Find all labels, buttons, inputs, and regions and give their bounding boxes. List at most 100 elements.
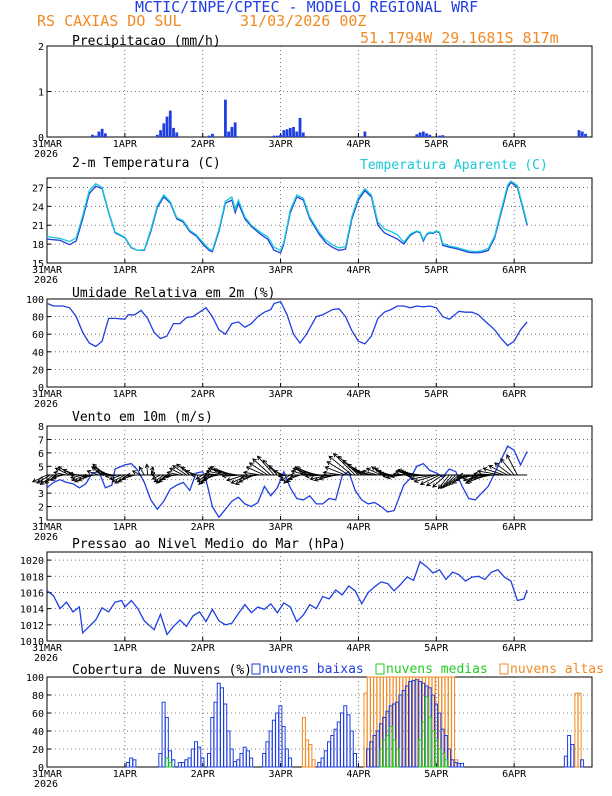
wind-arrow-head [467, 478, 472, 483]
pressure-xtick-label: 6APR [502, 643, 527, 654]
precip-bar [298, 117, 302, 137]
wind-arrow [414, 474, 437, 483]
wind-arrow-head [324, 466, 330, 471]
cloud-bar-blue [563, 755, 568, 768]
cloud-bar-blue [271, 719, 276, 768]
wind-arrow-head [158, 478, 163, 483]
wind-arrow-head [44, 479, 50, 484]
pressure-xstart-label: 31MAR [32, 643, 63, 654]
cloud-bar-blue [330, 735, 335, 768]
temp-frame [46, 177, 593, 264]
wind-arrow-head [373, 467, 379, 472]
temp-xtick-label: 4APR [346, 265, 371, 276]
wind-arrow [432, 474, 447, 488]
cloud-bar-blue [262, 753, 267, 768]
temp-legend: Temperatura Aparente (C) [360, 158, 548, 173]
cloud-bar-blue [187, 757, 192, 768]
precip-bar [100, 128, 104, 137]
clouds-ytick-label: 60 [32, 709, 44, 720]
run-time-label: 31/03/2026 00Z [240, 12, 367, 30]
precip-bar [155, 134, 159, 137]
cloud-bar-blue [245, 750, 250, 768]
precip-title: Precipitacao (mm/h) [72, 34, 221, 49]
wind-arrow-head [476, 469, 482, 474]
clouds-ytick-label: 40 [32, 727, 44, 738]
wind-ytick-label: 2 [38, 503, 44, 514]
wind-arrow [109, 474, 122, 480]
wind-arrow-head [198, 480, 203, 486]
wind-arrow [274, 470, 284, 476]
cloud-legend-label: nuvens baixas [262, 662, 364, 677]
clouds-xtick-label: 2APR [191, 769, 216, 780]
cloud-bar-blue [404, 685, 409, 768]
clouds-xtick-label: 3APR [269, 769, 294, 780]
rh-xyear-label: 2026 [34, 399, 58, 410]
cloud-bar-orange [305, 739, 310, 768]
wind-arrow [362, 470, 379, 476]
wind-arrow-head [332, 452, 338, 458]
wind-arrow [197, 474, 207, 483]
wind-arrow [494, 462, 512, 476]
wind-arrow-head [445, 481, 451, 487]
wind-frame [46, 425, 593, 521]
cloud-bar-blue [194, 741, 199, 768]
wind-arrow-head [280, 476, 286, 481]
wind-arrow [112, 474, 126, 483]
precip-bar [275, 135, 279, 137]
precip-bar [272, 135, 276, 137]
rh-xtick-label: 5APR [424, 389, 449, 400]
pressure-xtick-label: 2APR [191, 643, 216, 654]
wind-xtick-label: 5APR [424, 522, 449, 533]
wind-arrow-head [298, 469, 304, 474]
cloud-bar-blue [333, 728, 338, 768]
cloud-bar-blue [210, 717, 215, 768]
wind-arrow [139, 466, 145, 476]
pressure-xyear-label: 2026 [34, 653, 58, 664]
precip-xtick-label: 6APR [502, 139, 527, 150]
temp-ytick-label: 27 [32, 183, 44, 194]
cloud-bar-blue [239, 753, 244, 768]
precip-panel [46, 45, 593, 138]
pressure-ytick-label: 1020 [20, 556, 44, 567]
wind-arrow-head [337, 455, 343, 461]
precip-bar [580, 131, 584, 137]
wind-arrow [87, 470, 100, 476]
wind-arrow-head [71, 477, 77, 482]
cloud-bar-blue [411, 680, 416, 768]
wind-arrow-head [185, 470, 191, 475]
wind-arrow-head [347, 463, 352, 468]
pressure-ytick-label: 1018 [20, 572, 44, 583]
precip-bar [168, 110, 172, 137]
wind-arrow-head [205, 469, 211, 474]
cloud-bar-blue [375, 730, 380, 768]
precip-bar [441, 135, 445, 137]
wind-arrow [291, 470, 307, 476]
cloud-bar-green [431, 730, 436, 768]
cloud-bar-blue [232, 761, 237, 768]
cloud-bar-blue [158, 753, 163, 768]
wind-arrow [154, 474, 165, 483]
cloud-bar-blue [343, 705, 348, 768]
cloud-bar-blue [320, 757, 325, 768]
wind-arrow-head [212, 468, 218, 473]
wind-series-line [46, 445, 528, 519]
cloud-bar-orange [451, 676, 456, 768]
wind-arrow-head [354, 469, 360, 475]
wind-arrow-head [351, 467, 357, 472]
cloud-bar-green [424, 696, 429, 768]
wind-xtick-label: 2APR [191, 522, 216, 533]
wind-arrow-head [74, 478, 79, 483]
wind-arrow-head [172, 465, 178, 470]
temp-ytick-label: 18 [32, 240, 44, 251]
precip-bar [94, 135, 98, 137]
wind-ytick-label: 1 [38, 516, 44, 527]
cloud-bar-blue [229, 748, 234, 768]
precip-xtick-label: 3APR [269, 139, 294, 150]
wind-arrow [32, 474, 48, 483]
clouds-panel [46, 663, 593, 768]
wind-arrow-head [95, 469, 101, 475]
cloud-bar-green [382, 739, 387, 768]
wind-arrow-head [160, 475, 166, 481]
cloud-bar-green [385, 735, 390, 768]
